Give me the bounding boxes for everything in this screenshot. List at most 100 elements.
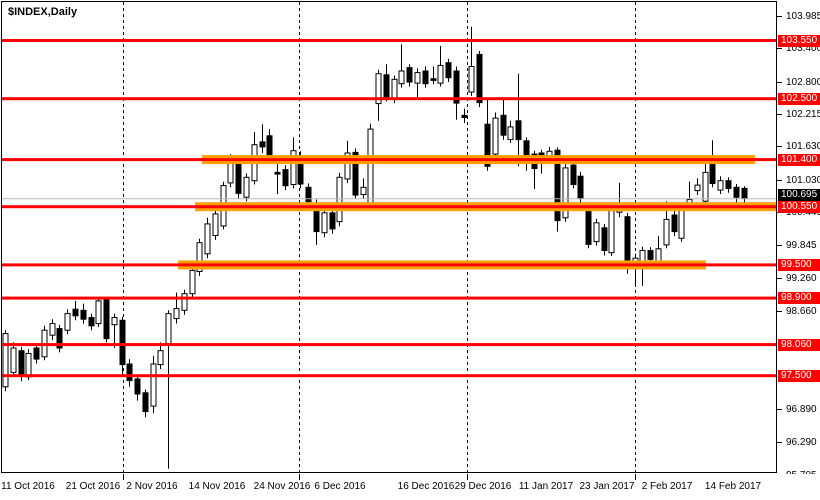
- y-axis-label: 96.890: [786, 403, 817, 415]
- bear-candle: [741, 187, 748, 200]
- bull-candle: [375, 73, 382, 105]
- bear-candle: [515, 120, 522, 141]
- bear-candle: [274, 171, 281, 175]
- x-axis-label: 14 Feb 2017: [704, 481, 762, 492]
- bull-candle: [321, 212, 328, 234]
- y-tick: [777, 277, 782, 279]
- bear-candle: [601, 227, 608, 252]
- plot-area[interactable]: [0, 0, 778, 474]
- bear-candle: [126, 363, 133, 382]
- y-tick: [777, 442, 782, 444]
- y-axis-label: 103.985: [786, 10, 820, 22]
- x-tick: [123, 474, 124, 480]
- current-price-badge: 100.695: [778, 188, 820, 201]
- bull-candle: [173, 308, 180, 320]
- sr-level-line[interactable]: [2, 343, 777, 347]
- x-axis-label: 21 Oct 2016: [65, 481, 121, 492]
- bull-candle: [507, 126, 514, 141]
- bull-candle: [437, 64, 444, 84]
- bear-candle: [709, 161, 716, 184]
- bear-candle: [647, 250, 654, 260]
- y-tick: [777, 15, 782, 17]
- sr-level-line[interactable]: [2, 374, 777, 378]
- bear-candle: [282, 169, 289, 187]
- plot-border: [1, 1, 777, 473]
- bear-candle: [484, 123, 491, 167]
- bear-candle: [476, 53, 483, 104]
- bull-candle: [95, 300, 102, 325]
- bull-candle: [165, 313, 172, 345]
- sr-level-line[interactable]: [2, 205, 777, 209]
- bear-candle: [56, 328, 63, 349]
- bear-candle: [305, 186, 312, 203]
- bull-candle: [663, 218, 670, 246]
- bear-candle: [733, 186, 740, 198]
- bull-candle: [593, 222, 600, 243]
- y-axis-label: 102.215: [786, 108, 820, 120]
- candlestick-chart[interactable]: [0, 0, 778, 474]
- bull-candle: [290, 150, 297, 185]
- bull-candle: [360, 186, 367, 196]
- bear-candle: [422, 70, 429, 85]
- bull-candle: [717, 180, 724, 191]
- bear-candle: [554, 149, 561, 222]
- sr-level-line[interactable]: [2, 97, 777, 101]
- bull-candle: [562, 167, 569, 219]
- sr-level-line[interactable]: [2, 39, 777, 42]
- sr-level-line[interactable]: [2, 158, 777, 162]
- bear-candle: [352, 151, 359, 196]
- level-price-badge: 98.060: [778, 338, 820, 351]
- bull-candle: [608, 210, 615, 254]
- bear-candle: [80, 309, 87, 320]
- y-axis-label: 96.290: [786, 437, 817, 449]
- sr-level-line[interactable]: [2, 296, 777, 300]
- bear-candle: [33, 347, 40, 360]
- bear-candle: [585, 207, 592, 245]
- bear-candle: [500, 114, 507, 136]
- level-price-badge: 98.900: [778, 292, 820, 305]
- x-axis-label: 23 Jan 2017: [579, 481, 635, 492]
- level-price-badge: 100.550: [778, 200, 820, 213]
- level-price-badge: 102.500: [778, 92, 820, 105]
- bull-candle: [181, 293, 188, 311]
- x-axis-label: 6 Dec 2016: [314, 481, 366, 492]
- bull-candle: [414, 72, 421, 84]
- bear-candle: [18, 350, 25, 377]
- bull-candle: [204, 223, 211, 255]
- chart-title: $INDEX,Daily: [8, 6, 78, 18]
- y-tick: [777, 179, 782, 181]
- bull-candle: [367, 128, 374, 205]
- x-axis-label: 2 Nov 2016: [126, 481, 178, 492]
- y-tick: [777, 81, 782, 83]
- y-axis-label: 103.400: [786, 43, 820, 55]
- bull-candle: [189, 269, 196, 295]
- bull-candle: [111, 317, 118, 326]
- bear-candle: [461, 114, 468, 119]
- bull-candle: [344, 152, 351, 180]
- y-tick: [777, 310, 782, 312]
- bull-candle: [25, 353, 32, 378]
- bull-candle: [10, 347, 17, 373]
- y-axis-label: 98.660: [786, 305, 817, 317]
- y-axis-label: 99.260: [786, 272, 817, 284]
- level-price-badge: 99.500: [778, 258, 820, 271]
- bear-candle: [445, 62, 452, 79]
- x-tick: [299, 474, 300, 480]
- bear-candle: [725, 180, 732, 189]
- bear-candle: [624, 216, 631, 266]
- y-tick: [777, 245, 782, 247]
- bull-candle: [243, 176, 250, 198]
- bull-candle: [398, 70, 405, 85]
- bear-candle: [383, 74, 390, 99]
- price-axis[interactable]: 103.985 103.400 102.800 102.215 101.630 101.0…: [777, 0, 820, 481]
- bear-candle: [577, 175, 584, 199]
- time-axis[interactable]: 11 Oct 2016 21 Oct 2016 2 Nov 2016 14 Nov 2…: [0, 474, 820, 500]
- level-price-badge: 103.550: [778, 34, 820, 47]
- bear-candle: [235, 161, 242, 194]
- y-axis-label: 99.845: [786, 240, 817, 252]
- bull-candle: [49, 323, 56, 336]
- y-tick: [777, 146, 782, 148]
- y-tick: [777, 48, 782, 50]
- sr-level-line[interactable]: [2, 263, 777, 267]
